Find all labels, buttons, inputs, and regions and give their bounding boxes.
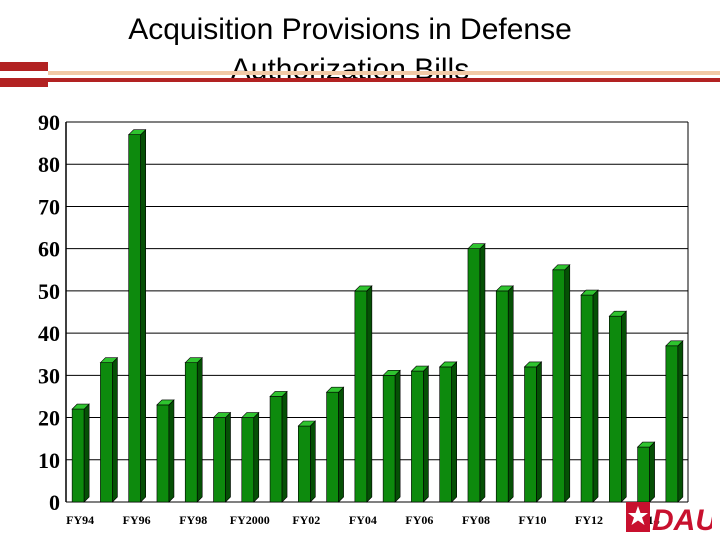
- bar-FY06: [411, 370, 424, 503]
- y-tick-label-30: 30: [38, 363, 60, 388]
- bar-top-FY98: [184, 357, 203, 363]
- y-tick-label-20: 20: [38, 406, 60, 431]
- title-rule-accent-top: [0, 62, 48, 71]
- x-tick-label-FY04: FY04: [349, 513, 377, 527]
- bar-side-FY06: [423, 365, 429, 503]
- bar-top-FY03: [325, 386, 345, 393]
- bar-top-FY07: [438, 361, 458, 368]
- bar-top-FY94: [71, 403, 90, 410]
- bar-top-FY11: [552, 264, 571, 271]
- bar-FY98: [184, 362, 198, 503]
- x-tick-label-FY96: FY96: [123, 513, 151, 527]
- x-tick-label-FY08: FY08: [462, 513, 490, 527]
- bar-side-FY12: [592, 289, 599, 503]
- bar-side-FY13: [621, 310, 627, 503]
- y-tick-label-90: 90: [38, 110, 60, 135]
- bar-top-FY08: [467, 243, 486, 249]
- bar-top-FY10: [523, 361, 543, 368]
- bar-side-FY99: [225, 411, 231, 503]
- bar-side-FY02: [310, 420, 316, 503]
- bar-FY15: [665, 345, 679, 503]
- bar-side-FY98: [196, 356, 203, 503]
- title-rule: [48, 78, 720, 82]
- bar-side-FY05: [394, 369, 401, 503]
- bar-FY94: [71, 408, 85, 503]
- x-tick-label-FY06: FY06: [405, 513, 433, 527]
- bar-top-FY04: [354, 285, 373, 292]
- bar-top-FY05: [382, 370, 401, 376]
- bar-top-FY99: [212, 412, 232, 418]
- bar-top-FY97: [156, 399, 175, 406]
- dau-logo: DAU: [626, 502, 712, 534]
- bar-side-FY15: [677, 340, 684, 503]
- bar-FY95: [100, 362, 113, 503]
- bar-side-FY96: [140, 128, 146, 503]
- bar-top-FY12: [580, 289, 599, 296]
- bar-side-FY14: [649, 441, 655, 503]
- bar-FY09: [495, 290, 509, 503]
- bar-side-FY04: [366, 285, 373, 503]
- x-tick-label-FY94: FY94: [66, 513, 94, 527]
- bar-side-FY11: [564, 264, 571, 503]
- bar-top-FY14: [636, 441, 656, 448]
- bar-top-FY02: [297, 420, 317, 427]
- bar-FY07: [439, 366, 452, 503]
- x-tick-label-FY2000: FY2000: [230, 513, 270, 527]
- bar-FY11: [552, 269, 566, 503]
- bar-top-FY15: [665, 340, 684, 347]
- title-line-1: Acquisition Provisions in Defense: [128, 13, 572, 46]
- bar-FY14: [637, 446, 650, 503]
- page-title: Acquisition Provisions in Defense Author…: [0, 10, 700, 90]
- y-tick-label-50: 50: [38, 279, 60, 304]
- bar-FY96: [128, 134, 141, 503]
- x-tick-label-FY10: FY10: [519, 513, 547, 527]
- bar-side-FY10: [536, 361, 542, 503]
- bar-side-FY01: [281, 390, 288, 503]
- bar-FY02: [298, 425, 311, 503]
- bar-FY03: [326, 391, 339, 503]
- x-tick-label-FY98: FY98: [179, 513, 207, 527]
- bar-FY01: [269, 396, 283, 503]
- title-rule-accent-bottom: [0, 78, 48, 87]
- bar-FY99: [213, 417, 226, 503]
- bar-side-FY07: [451, 361, 457, 503]
- bar-top-FY2000: [241, 412, 260, 418]
- bar-top-FY01: [269, 391, 288, 397]
- bar-side-FY95: [112, 356, 118, 503]
- bar-FY13: [609, 315, 622, 503]
- x-tick-label-FY02: FY02: [292, 513, 320, 527]
- y-tick-label-60: 60: [38, 237, 60, 262]
- y-tick-label-40: 40: [38, 321, 60, 346]
- bar-FY2000: [241, 417, 255, 503]
- bar-side-FY03: [338, 386, 344, 503]
- bar-FY04: [354, 290, 368, 503]
- bar-side-FY09: [507, 285, 514, 503]
- bar-side-FY94: [83, 403, 90, 503]
- bar-side-FY08: [479, 242, 486, 503]
- bar-top-FY09: [495, 285, 514, 292]
- bar-side-FY2000: [253, 411, 260, 503]
- bar-top-FY96: [127, 129, 147, 135]
- y-tick-label-80: 80: [38, 152, 60, 177]
- bar-FY08: [467, 248, 481, 503]
- bar-top-FY06: [410, 365, 430, 372]
- bar-FY10: [524, 366, 537, 503]
- y-tick-label-10: 10: [38, 448, 60, 473]
- title-rule-light: [48, 71, 720, 75]
- bar-side-FY97: [168, 399, 175, 503]
- bar-top-FY95: [99, 357, 119, 363]
- y-tick-label-70: 70: [38, 194, 60, 219]
- dau-logo-text: DAU: [652, 504, 712, 534]
- bar-top-FY13: [608, 310, 628, 317]
- x-tick-label-FY12: FY12: [575, 513, 603, 527]
- bar-FY12: [580, 294, 594, 503]
- bar-FY05: [382, 375, 396, 503]
- bar-FY97: [156, 404, 170, 503]
- y-tick-label-0: 0: [49, 490, 60, 515]
